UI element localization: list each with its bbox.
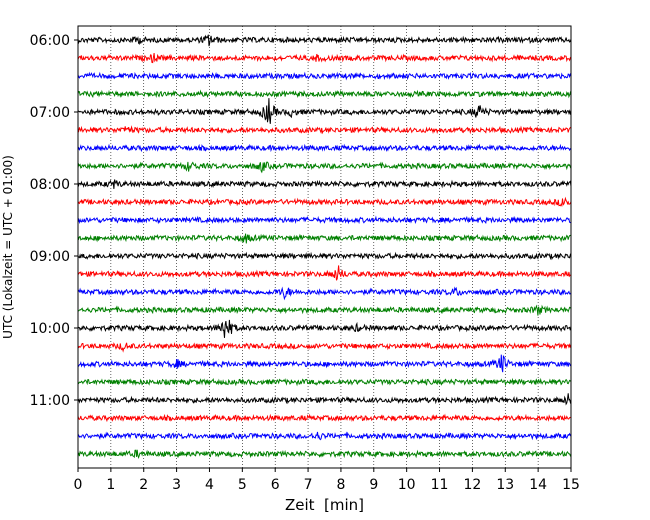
trace-0945 (77, 304, 572, 316)
x-tick-label: 7 (304, 477, 313, 493)
x-tick-label: 9 (369, 477, 378, 493)
plot-frame (77, 25, 572, 469)
trace-0730 (77, 143, 572, 153)
trace-1000 (77, 319, 572, 338)
x-tick-label: 2 (139, 477, 148, 493)
y-tick-label: 09:00 (30, 249, 70, 265)
x-tick-label: 12 (463, 477, 481, 493)
x-tick-label: 4 (205, 477, 214, 493)
trace-0930 (77, 286, 572, 301)
trace-0645 (77, 89, 572, 99)
x-tick-label: 14 (529, 477, 547, 493)
trace-1015 (77, 341, 572, 353)
x-tick-label: 8 (336, 477, 345, 493)
x-tick-label: 6 (271, 477, 280, 493)
x-axis-ticks: 0 1 2 3 4 5 6 7 8 9 10 11 12 13 14 15 (74, 468, 580, 493)
y-axis-label: UTC (Lokalzeit = UTC + 01:00) (1, 155, 15, 339)
x-tick-label: 5 (238, 477, 247, 493)
x-axis-label: Zeit [min] (285, 496, 364, 514)
x-tick-label: 10 (398, 477, 416, 493)
trace-1130 (77, 431, 572, 441)
y-tick-label: 10:00 (30, 321, 70, 337)
y-axis-ticks: 06:00 07:00 08:00 09:00 10:00 11:00 (30, 33, 78, 409)
trace-0815 (77, 196, 572, 208)
y-tick-label: 11:00 (30, 393, 70, 409)
trace-0600 (77, 34, 572, 47)
x-tick-label: 1 (106, 477, 115, 493)
x-tick-label: 3 (172, 477, 181, 493)
trace-0845 (77, 233, 572, 244)
trace-0800 (77, 179, 572, 189)
seismogram-traces (77, 34, 572, 460)
x-tick-label: 13 (496, 477, 514, 493)
trace-0745 (77, 161, 572, 174)
trace-1115 (77, 413, 572, 423)
trace-1045 (77, 377, 572, 387)
y-tick-label: 07:00 (30, 105, 70, 121)
trace-1030 (77, 354, 572, 373)
trace-0700 (77, 98, 572, 124)
trace-1145 (77, 449, 572, 460)
x-tick-label: 15 (562, 477, 580, 493)
trace-0615 (77, 53, 572, 64)
trace-0830 (77, 215, 572, 225)
trace-0900 (77, 251, 572, 261)
trace-0630 (77, 71, 572, 81)
trace-1100 (77, 393, 572, 406)
trace-0915 (77, 265, 572, 281)
trace-0715 (77, 125, 572, 135)
y-tick-label: 08:00 (30, 177, 70, 193)
y-tick-label: 06:00 (30, 33, 70, 49)
x-tick-label: 11 (431, 477, 449, 493)
x-tick-label: 0 (74, 477, 83, 493)
